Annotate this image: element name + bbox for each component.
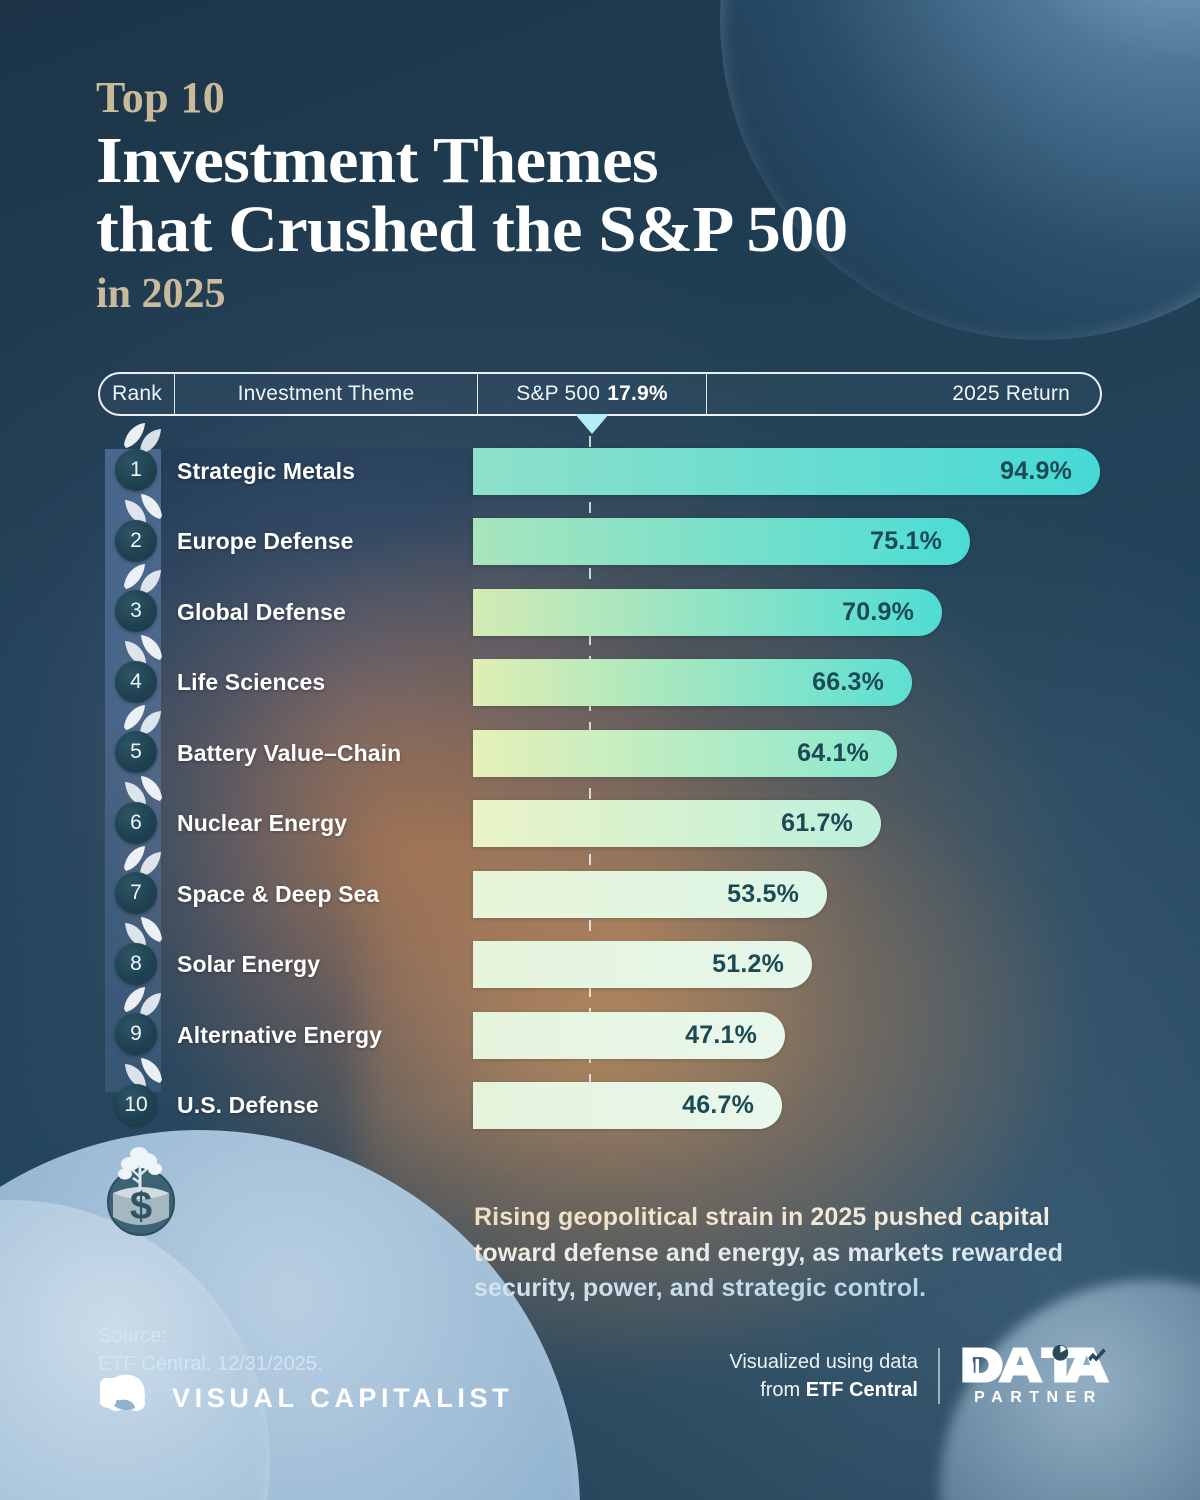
leaf-icon xyxy=(120,1056,166,1090)
bar-value-label: 64.1% xyxy=(797,738,869,767)
table-row: 6 Nuclear Energy 61.7% xyxy=(0,775,1200,860)
bar: 51.2% xyxy=(473,941,812,988)
table-row: 10 U.S. Defense 46.7% xyxy=(0,1057,1200,1142)
table-row: 4 Life Sciences 66.3% xyxy=(0,634,1200,719)
table-row: 1 Strategic Metals 94.9% xyxy=(0,423,1200,507)
bar-value-label: 46.7% xyxy=(682,1091,754,1119)
bar: 94.9% xyxy=(473,447,1100,495)
bar-value-label: 61.7% xyxy=(781,809,853,837)
bar-value-label: 70.9% xyxy=(842,597,914,626)
title-year: in 2025 xyxy=(96,270,226,317)
rank-badge: 6 xyxy=(115,801,157,844)
bar: 61.7% xyxy=(473,800,881,847)
theme-label: Strategic Metals xyxy=(177,457,355,484)
visual-capitalist-logo: VISUAL CAPITALIST xyxy=(97,1372,514,1425)
money-tree-coin-icon: $ xyxy=(103,1145,179,1237)
header-return: 2025 Return xyxy=(952,382,1070,405)
theme-label: Global Defense xyxy=(177,598,346,625)
data-partner-source: ETF Central xyxy=(805,1378,918,1401)
triangle-down-icon xyxy=(575,414,609,434)
title-kicker: Top 10 xyxy=(96,73,226,122)
data-wordmark-icon xyxy=(962,1344,1110,1383)
theme-label: Europe Defense xyxy=(177,528,354,555)
bar-value-label: 51.2% xyxy=(712,950,784,978)
table-row: 7 Space & Deep Sea 53.5% xyxy=(0,846,1200,930)
binoculars-icon xyxy=(97,1372,152,1425)
rank-badge: 7 xyxy=(115,872,157,914)
header-rank: Rank xyxy=(100,374,175,414)
bar-chart: 1 Strategic Metals 94.9% 2 Europe Defens… xyxy=(0,423,1200,1142)
leaf-icon xyxy=(120,562,166,596)
title-line-2: that Crushed the S&P 500 xyxy=(96,193,848,267)
title-line-1: Investment Themes xyxy=(96,124,659,197)
rank-badge: 2 xyxy=(115,519,157,562)
header-benchmark-label: S&P 500 xyxy=(516,382,601,405)
leaf-icon xyxy=(120,985,166,1019)
rank-badge: 5 xyxy=(115,731,157,773)
source-value: ETF Central. 12/31/2025. xyxy=(98,1353,323,1376)
rank-badge: 10 xyxy=(115,1083,157,1126)
header-benchmark-value: 17.9% xyxy=(607,382,668,405)
leaf-icon xyxy=(120,844,166,878)
leaf-icon xyxy=(120,421,166,455)
bar: 47.1% xyxy=(473,1011,785,1059)
theme-label: Life Sciences xyxy=(177,669,326,696)
bar: 66.3% xyxy=(473,659,912,706)
data-partner-from: from xyxy=(760,1378,806,1401)
data-partner-logo: PARTNER xyxy=(960,1344,1110,1407)
leaf-icon xyxy=(120,774,166,808)
theme-label: U.S. Defense xyxy=(177,1092,319,1119)
theme-label: Solar Energy xyxy=(177,951,321,978)
header-theme: Investment Theme xyxy=(175,374,478,414)
divider xyxy=(938,1347,940,1404)
bar: 70.9% xyxy=(473,588,942,636)
benchmark-dashed-line xyxy=(589,436,591,1138)
header-benchmark: S&P 500 17.9% xyxy=(478,374,707,414)
bar-value-label: 53.5% xyxy=(727,879,799,908)
leaf-icon xyxy=(120,703,166,737)
table-row: 5 Battery Value–Chain 64.1% xyxy=(0,705,1200,789)
theme-label: Nuclear Energy xyxy=(177,810,348,837)
bar: 46.7% xyxy=(473,1082,782,1129)
bar: 53.5% xyxy=(473,870,827,918)
partner-wordmark: PARTNER xyxy=(974,1389,1103,1406)
svg-text:$: $ xyxy=(130,1184,152,1228)
theme-label: Alternative Energy xyxy=(177,1021,383,1048)
bar-value-label: 66.3% xyxy=(812,668,884,696)
theme-label: Battery Value–Chain xyxy=(177,739,402,766)
leaf-icon xyxy=(120,633,166,667)
data-partner-block: Visualized using data from ETF Central xyxy=(729,1344,1110,1407)
visual-capitalist-wordmark: VISUAL CAPITALIST xyxy=(172,1383,514,1413)
bar: 75.1% xyxy=(473,518,970,565)
table-header: Rank Investment Theme S&P 500 17.9% 2025… xyxy=(98,372,1102,416)
leaf-icon xyxy=(120,492,166,526)
bar-value-label: 75.1% xyxy=(870,527,942,555)
caption-span: Rising geopolitical strain in 2025 pushe… xyxy=(474,1203,1064,1302)
theme-label: Space & Deep Sea xyxy=(177,880,380,907)
source-label: Source: xyxy=(98,1325,167,1347)
theme-label-band xyxy=(161,449,473,1092)
data-partner-credit-line1: Visualized using data xyxy=(729,1350,918,1373)
bar: 64.1% xyxy=(473,729,897,777)
caption-text: Rising geopolitical strain in 2025 pushe… xyxy=(474,1200,1074,1307)
title-block: Top 10 Investment Themes that Crushed th… xyxy=(96,76,1056,315)
table-row: 2 Europe Defense 75.1% xyxy=(0,493,1200,578)
bar-value-label: 94.9% xyxy=(1000,456,1072,485)
table-row: 9 Alternative Energy 47.1% xyxy=(0,987,1200,1071)
data-partner-credit: Visualized using data from ETF Central xyxy=(729,1348,918,1404)
rank-badge: 4 xyxy=(115,660,157,703)
rank-badge: 3 xyxy=(115,590,157,632)
table-row: 8 Solar Energy 51.2% xyxy=(0,916,1200,1001)
rank-badge: 1 xyxy=(115,449,157,491)
source-block: Source: ETF Central. 12/31/2025. xyxy=(98,1322,323,1379)
table-row: 3 Global Defense 70.9% xyxy=(0,564,1200,648)
bar-value-label: 47.1% xyxy=(685,1020,757,1049)
rank-badge: 8 xyxy=(115,942,157,985)
leaf-icon xyxy=(120,915,166,949)
rank-badge: 9 xyxy=(115,1013,157,1055)
data-partner-credit-line2: from ETF Central xyxy=(729,1376,918,1404)
